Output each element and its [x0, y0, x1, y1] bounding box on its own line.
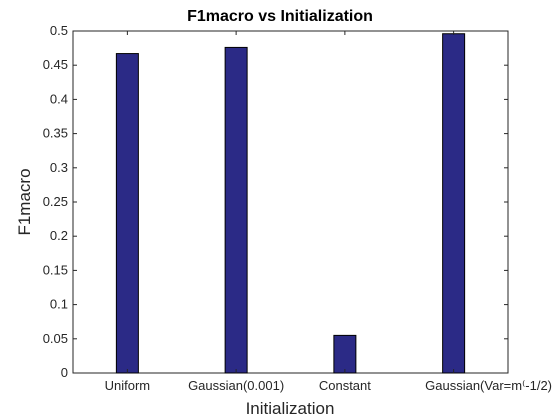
- x-tick-label: Constant: [319, 378, 371, 393]
- chart-title: F1macro vs Initialization: [187, 8, 373, 25]
- y-tick-label: 0.1: [50, 297, 68, 312]
- bar-1: [224, 46, 248, 374]
- y-tick-label: 0.3: [50, 160, 68, 175]
- bar-series: [115, 33, 466, 374]
- y-tick-label: 0.25: [43, 194, 68, 209]
- y-axis-label: F1macro: [15, 168, 34, 235]
- x-tick-label: Gaussian(0.001): [188, 378, 284, 393]
- bar-3: [442, 33, 466, 374]
- bar-2: [333, 334, 357, 374]
- y-tick-label: 0.5: [50, 23, 68, 38]
- y-tick-label: 0: [61, 365, 68, 380]
- y-tick-label: 0.15: [43, 262, 68, 277]
- x-tick-label: Gaussian(Var=m⁽-1/2): [425, 378, 552, 393]
- x-axis-label: Initialization: [246, 399, 335, 418]
- y-tick-label: 0.05: [43, 331, 68, 346]
- x-axis: Uniform Gaussian(0.001) Constant Gaussian(V…: [105, 31, 552, 393]
- plot-area: [72, 30, 509, 374]
- y-tick-label: 0.4: [50, 91, 68, 106]
- y-tick-label: 0.2: [50, 228, 68, 243]
- y-tick-label: 0.35: [43, 126, 68, 141]
- y-axis: 0 0.05 0.1 0.15 0.2 0.25 0.3 0.35 0.4 0.45 0.5: [43, 23, 508, 380]
- bar-0: [115, 53, 139, 374]
- x-tick-label: Uniform: [105, 378, 151, 393]
- y-tick-label: 0.45: [43, 57, 68, 72]
